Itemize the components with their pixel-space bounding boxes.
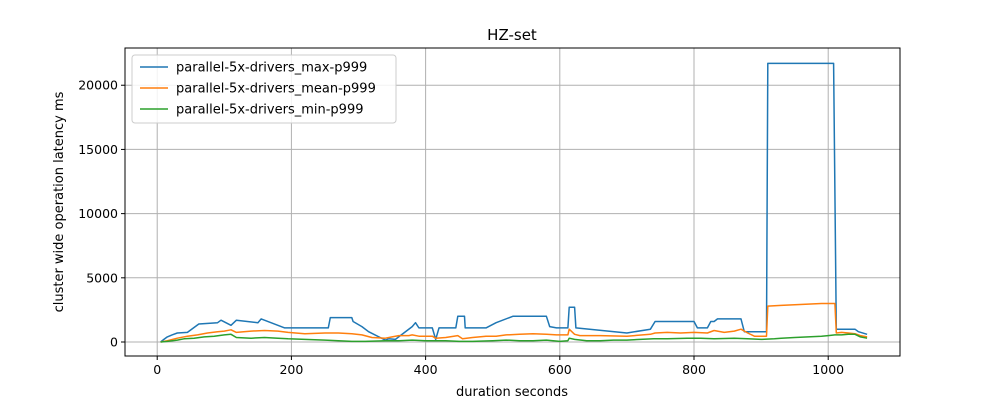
x-tick-label: 1000: [812, 362, 844, 377]
y-axis-label: cluster wide operation latency ms: [52, 91, 67, 312]
y-tick-label: 0: [110, 335, 118, 350]
legend: parallel-5x-drivers_max-p999 parallel-5x-…: [131, 54, 397, 124]
legend-label: parallel-5x-drivers_min-p999: [176, 103, 364, 118]
legend-label: parallel-5x-drivers_max-p999: [176, 61, 367, 76]
series-line-2: [160, 302, 868, 343]
series-line-3: [160, 333, 868, 343]
x-tick-label: 0: [153, 362, 161, 377]
plot-frame: [124, 47, 901, 357]
legend-label: parallel-5x-drivers_mean-p999: [176, 82, 376, 97]
series-line-1: [160, 62, 868, 343]
series-layer: [160, 62, 868, 343]
x-tick-label: 800: [682, 362, 706, 377]
x-tick-label: 600: [548, 362, 572, 377]
legend-box: [131, 54, 397, 124]
x-tick-label: 400: [414, 362, 438, 377]
x-tick-label: 200: [279, 362, 303, 377]
y-tick-label: 5000: [86, 270, 118, 285]
y-tick-label: 20000: [78, 78, 118, 93]
y-tick-label: 15000: [78, 142, 118, 157]
x-axis-label: duration seconds: [456, 385, 568, 400]
y-tick-label: 10000: [78, 206, 118, 221]
chart-title: HZ-set: [487, 26, 537, 44]
